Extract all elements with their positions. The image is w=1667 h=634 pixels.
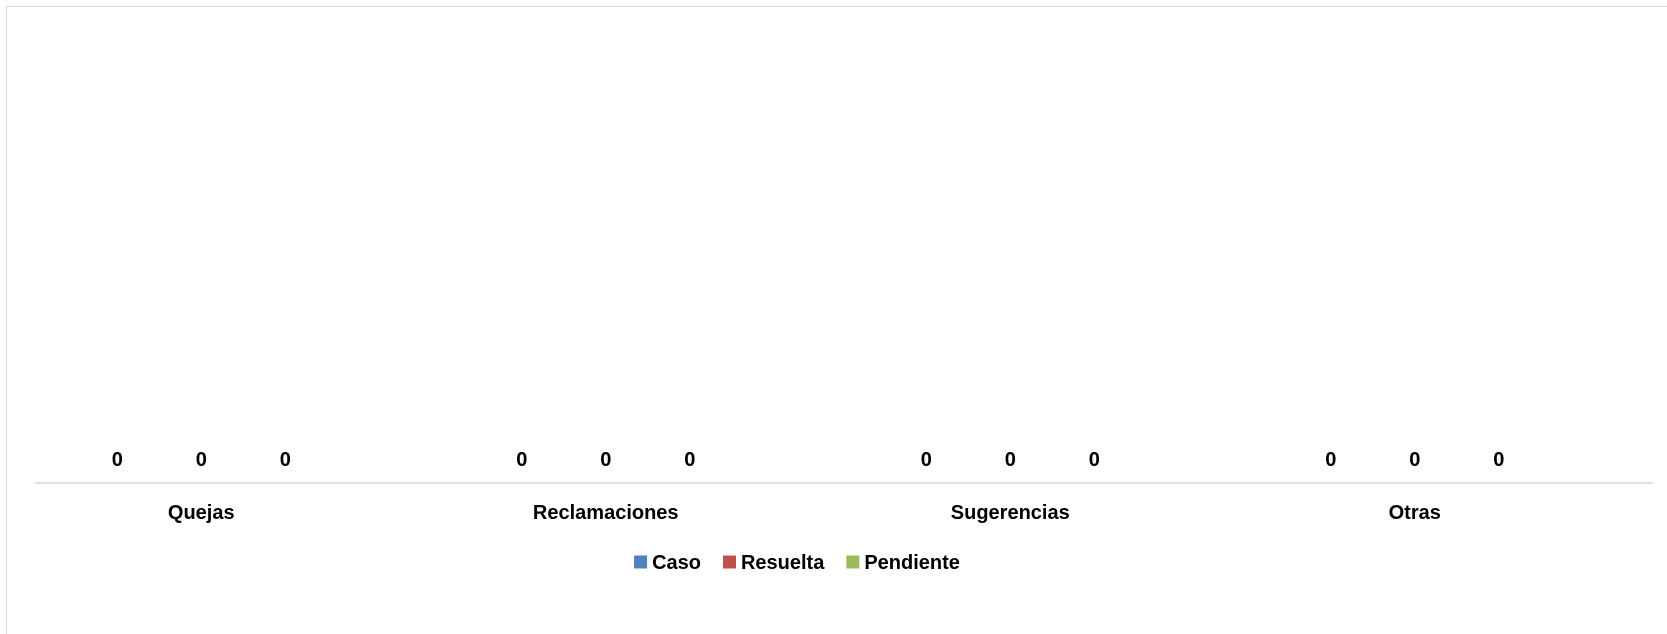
data-label: 0 xyxy=(516,449,527,471)
legend-label-resuelta: Resuelta xyxy=(741,552,825,574)
data-label: 0 xyxy=(280,449,291,471)
category-label-quejas: Quejas xyxy=(168,502,235,524)
legend-swatch-caso xyxy=(634,555,648,569)
legend-swatch-resuelta xyxy=(722,555,736,569)
data-label: 0 xyxy=(1493,449,1504,471)
category-label-reclamaciones: Reclamaciones xyxy=(533,502,679,524)
data-label: 0 xyxy=(112,449,123,471)
legend-label-pendiente: Pendiente xyxy=(864,552,960,574)
legend: Caso Resuelta Pendiente xyxy=(634,552,960,574)
data-label: 0 xyxy=(1089,449,1100,471)
category-label-sugerencias: Sugerencias xyxy=(951,502,1070,524)
chart-area xyxy=(6,6,1667,634)
data-label: 0 xyxy=(684,449,695,471)
data-label: 0 xyxy=(1325,449,1336,471)
legend-label-caso: Caso xyxy=(652,552,701,574)
data-label: 0 xyxy=(600,449,611,471)
data-label: 0 xyxy=(1005,449,1016,471)
data-label: 0 xyxy=(921,449,932,471)
category-label-otras: Otras xyxy=(1389,502,1441,524)
data-label: 0 xyxy=(1409,449,1420,471)
data-label: 0 xyxy=(196,449,207,471)
legend-swatch-pendiente xyxy=(846,555,860,569)
